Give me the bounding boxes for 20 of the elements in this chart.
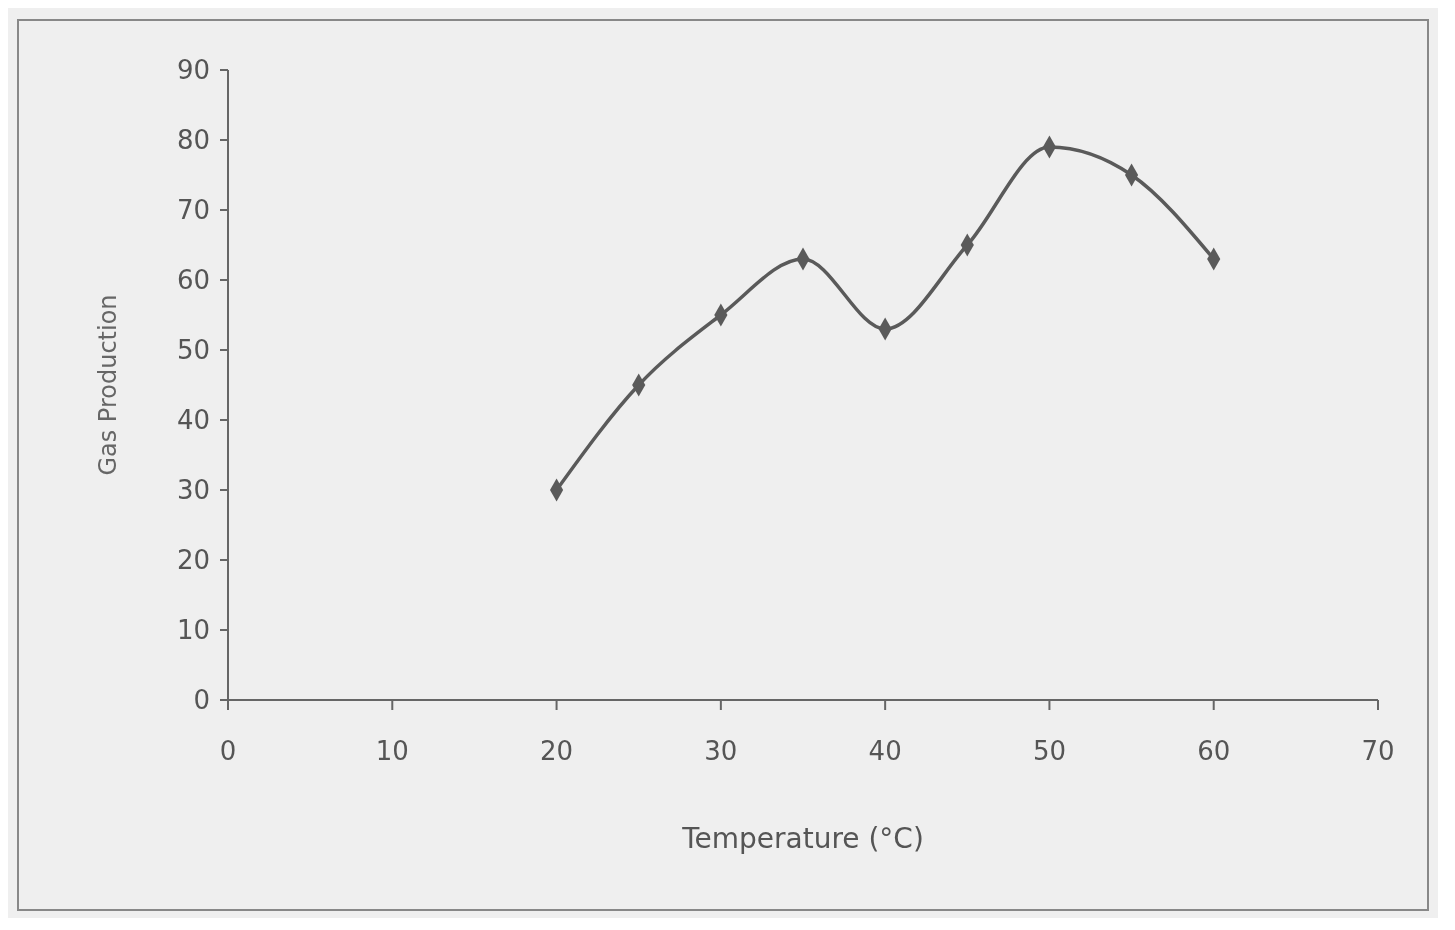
y-tick-label: 10: [176, 615, 210, 646]
y-tick-label: 80: [176, 125, 210, 156]
x-tick-label: 50: [1032, 736, 1066, 766]
x-tick-label: 0: [219, 736, 237, 766]
y-tick-label: 0: [193, 685, 210, 716]
y-tick-label: 60: [176, 265, 210, 296]
x-tick-label: 70: [1361, 736, 1395, 766]
y-tick-label: 90: [176, 55, 210, 86]
y-tick-label: 40: [176, 405, 210, 436]
y-tick-label: 30: [176, 475, 210, 506]
y-tick-label: 50: [176, 335, 210, 366]
x-tick-label: 30: [704, 736, 738, 766]
x-tick-label: 10: [375, 736, 409, 766]
x-tick-label: 40: [868, 736, 902, 766]
y-tick-label: 20: [176, 545, 210, 576]
x-tick-label: 60: [1197, 736, 1231, 766]
x-tick-label: 20: [540, 736, 574, 766]
y-axis-title: Gas Production: [94, 294, 122, 476]
y-tick-label: 70: [176, 195, 210, 226]
x-axis-title: Temperature (°C): [681, 822, 924, 855]
